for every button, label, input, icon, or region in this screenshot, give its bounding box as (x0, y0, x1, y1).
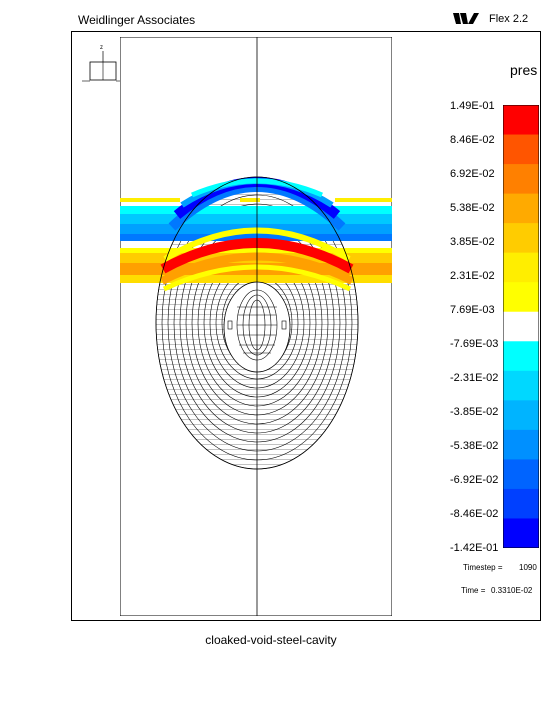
legend-swatch (503, 105, 539, 136)
legend-swatch (503, 488, 539, 519)
color-legend-bar (503, 105, 539, 548)
legend-tick-label: 8.46E-02 (450, 134, 495, 146)
legend-swatch (503, 164, 539, 195)
legend-tick-label: 6.92E-02 (450, 168, 495, 180)
legend-tick-label: -3.85E-02 (450, 406, 499, 418)
legend-tick-label: -7.69E-03 (450, 338, 499, 350)
legend-swatch (503, 311, 539, 342)
product-version: Flex 2.2 (489, 13, 529, 25)
legend-tick-label: 1.49E-01 (450, 100, 495, 112)
legend-swatch (503, 341, 539, 372)
variable-name: pres (510, 62, 538, 78)
legend-tick-label: 7.69E-03 (450, 304, 495, 316)
legend-tick-label: -6.92E-02 (450, 474, 499, 486)
legend-tick-label: -1.42E-01 (450, 542, 499, 554)
legend-swatch (503, 282, 539, 313)
timestep-label: Timestep = (463, 563, 503, 572)
timestep-value: 1090 (519, 563, 537, 572)
wa-logo-icon (453, 13, 479, 24)
legend-tick-label: -5.38E-02 (450, 440, 499, 452)
legend-swatch (503, 459, 539, 490)
legend-swatch (503, 400, 539, 431)
legend-tick-label: -8.46E-02 (450, 508, 499, 520)
company-name: Weidlinger Associates (78, 13, 196, 27)
simulation-title: cloaked-void-steel-cavity (205, 633, 337, 647)
legend-swatch (503, 518, 539, 548)
time-label: Time = (461, 586, 486, 595)
legend-tick-label: 5.38E-02 (450, 202, 495, 214)
z-axis-label: z (100, 45, 103, 51)
legend-swatch (503, 370, 539, 401)
legend-tick-label: -2.31E-02 (450, 372, 499, 384)
legend-swatch (503, 429, 539, 460)
legend-swatch (503, 223, 539, 254)
legend-swatch (503, 252, 539, 283)
time-value: 0.3310E-02 (491, 586, 533, 595)
plot-frame (71, 31, 541, 621)
legend-tick-label: 3.85E-02 (450, 236, 495, 248)
legend-swatch (503, 193, 539, 224)
legend-tick-label: 2.31E-02 (450, 270, 495, 282)
legend-swatch (503, 134, 539, 165)
pressure-plot (120, 37, 392, 616)
